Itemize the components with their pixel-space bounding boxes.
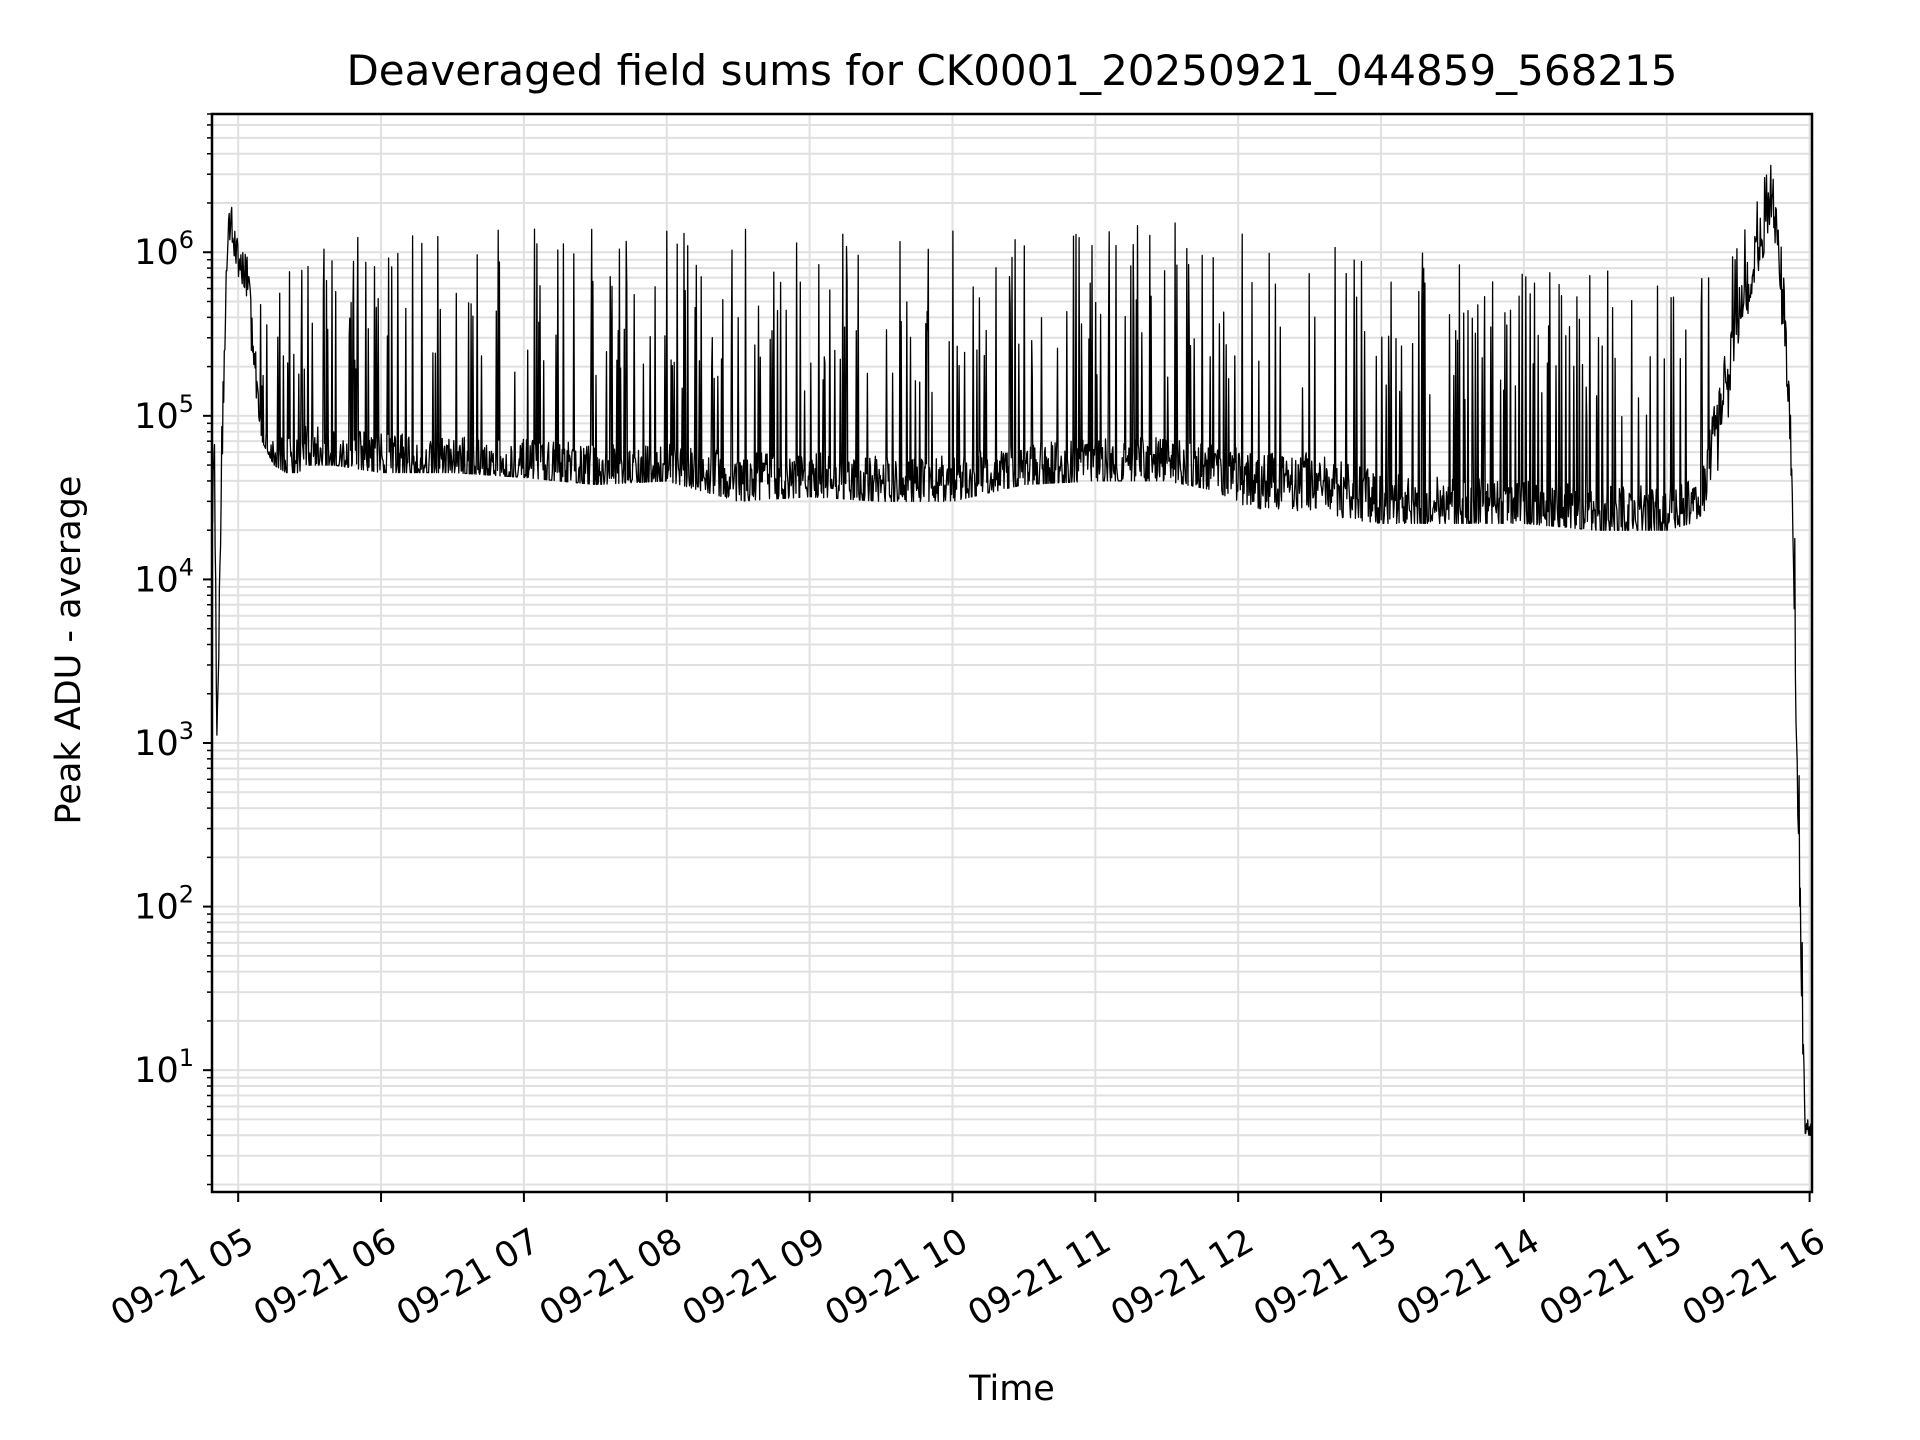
plot-frame xyxy=(210,112,1814,1194)
series-line xyxy=(211,164,1813,1136)
y-tick-labels: 101 102 103 104 105 106 xyxy=(134,226,194,1091)
y-tick-label: 102 xyxy=(134,881,194,928)
x-axis-label: Time xyxy=(968,1369,1055,1409)
y-tick-label: 104 xyxy=(134,553,194,600)
data-layer xyxy=(211,164,1813,1136)
minor-grid xyxy=(212,113,1812,1186)
y-tick-label: 101 xyxy=(134,1044,194,1091)
chart-title: Deaveraged field sums for CK0001_2025092… xyxy=(346,46,1677,95)
y-tick-label: 106 xyxy=(134,226,194,273)
axis-ticks xyxy=(203,113,1811,1202)
y-tick-label: 103 xyxy=(134,717,194,764)
y-axis-label: Peak ADU - average xyxy=(49,476,89,825)
major-grid xyxy=(212,114,1812,1192)
y-tick-label: 105 xyxy=(134,390,194,437)
